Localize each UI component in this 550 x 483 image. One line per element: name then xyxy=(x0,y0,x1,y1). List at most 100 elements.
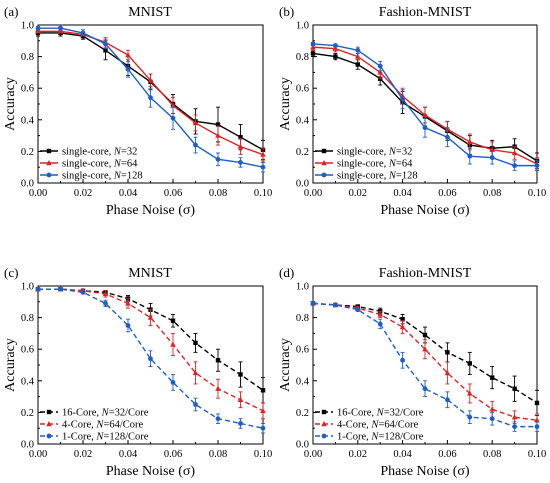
data-point xyxy=(332,45,339,51)
data-point xyxy=(333,54,338,59)
series-line xyxy=(38,288,264,412)
data-point xyxy=(103,300,108,306)
legend-marker xyxy=(46,160,52,166)
data-point xyxy=(445,134,450,140)
y-tick-label: 0.8 xyxy=(296,313,309,324)
data-point xyxy=(103,48,108,53)
y-tick-label: 0.6 xyxy=(21,84,34,95)
y-tick-label: 1.0 xyxy=(296,21,309,32)
data-point xyxy=(193,142,198,148)
data-point xyxy=(377,311,383,317)
data-point xyxy=(193,340,198,346)
y-tick-label: 0.6 xyxy=(296,84,309,95)
series-3 xyxy=(35,286,266,434)
y-tick-label: 0.0 xyxy=(296,440,309,451)
data-point xyxy=(511,414,518,420)
data-point xyxy=(192,369,199,376)
x-tick-label: 0.08 xyxy=(209,188,227,199)
legend-entry: single-core, N=128 xyxy=(337,171,418,182)
y-tick-label: 0.4 xyxy=(296,376,310,387)
data-point xyxy=(238,134,243,140)
legend-entry: single-core, N=32 xyxy=(337,147,412,158)
data-point xyxy=(170,379,176,385)
data-point xyxy=(215,358,221,363)
legend-marker xyxy=(321,148,327,154)
legend-marker xyxy=(46,433,52,439)
legend-entry: 1-Core, N=128/Core xyxy=(337,432,424,443)
chart-panel-1: (a) MNIST 0.00 0.02 0.04 0.06 0.08 0.10 0.0 0.2 0.… xyxy=(3,4,272,218)
y-tick-label: 0.4 xyxy=(21,115,35,126)
data-point xyxy=(355,47,361,53)
x-axis-label: Phase Noise (σ) xyxy=(380,203,470,218)
data-point xyxy=(103,41,108,47)
data-point xyxy=(422,125,428,131)
data-point xyxy=(489,155,495,161)
data-point xyxy=(422,112,428,118)
data-point xyxy=(237,396,244,402)
data-point xyxy=(445,350,450,355)
chart-title: Fashion-MNIST xyxy=(379,5,472,20)
data-point xyxy=(215,122,221,127)
x-tick-label: 0.08 xyxy=(209,449,227,460)
panel-label: (d) xyxy=(279,265,294,280)
data-point xyxy=(534,400,540,406)
data-point xyxy=(467,153,473,159)
data-point xyxy=(355,307,361,313)
data-point xyxy=(377,69,383,75)
data-point xyxy=(511,149,518,156)
data-point xyxy=(170,318,176,323)
data-point xyxy=(377,63,383,69)
data-point xyxy=(80,289,86,295)
data-point xyxy=(147,77,154,83)
x-tick-label: 0.02 xyxy=(74,188,92,199)
x-tick-label: 0.06 xyxy=(164,449,182,460)
legend-entry: 4-Core, N=64/Core xyxy=(337,420,419,431)
data-point xyxy=(333,302,338,308)
data-point xyxy=(170,341,176,347)
y-tick-label: 0.2 xyxy=(296,147,309,158)
x-tick-label: 0.04 xyxy=(393,188,412,199)
data-point xyxy=(445,397,450,403)
data-point xyxy=(35,286,41,292)
data-point xyxy=(57,28,64,34)
x-tick-label: 0.06 xyxy=(438,188,456,199)
x-tick-label: 0.10 xyxy=(528,188,546,199)
data-point xyxy=(193,402,198,407)
x-axis-label: Phase Noise (σ) xyxy=(106,464,196,479)
y-axis-label: Accuracy xyxy=(278,77,293,131)
data-point xyxy=(35,25,41,31)
data-point xyxy=(170,115,176,121)
chart-title: MNIST xyxy=(128,266,172,281)
data-point xyxy=(148,356,153,362)
data-point xyxy=(260,164,266,170)
y-tick-label: 0.8 xyxy=(21,52,34,63)
data-point xyxy=(125,52,131,58)
legend-entry: 4-Core, N=64/Core xyxy=(62,420,144,431)
legend-entry: 1-Core, N=128/Core xyxy=(62,432,149,443)
legend-entry: single-core, N=128 xyxy=(62,171,143,182)
y-tick-label: 0.4 xyxy=(21,376,35,387)
data-point xyxy=(534,424,540,430)
y-tick-label: 0.0 xyxy=(21,440,34,451)
data-point xyxy=(355,62,360,67)
data-point xyxy=(310,300,316,306)
legend-entry: 16-Core, N=32/Core xyxy=(337,408,424,419)
data-point xyxy=(489,416,495,422)
x-axis-label: Phase Noise (σ) xyxy=(106,203,196,218)
data-point xyxy=(422,346,428,352)
legend-marker xyxy=(321,160,327,166)
legend-marker xyxy=(46,409,52,415)
data-point xyxy=(512,424,517,430)
x-tick-label: 0.00 xyxy=(29,188,47,199)
y-tick-label: 0.0 xyxy=(21,179,34,190)
x-tick-label: 0.08 xyxy=(483,449,501,460)
data-point xyxy=(355,53,361,59)
data-point xyxy=(489,146,495,153)
chart-panel-4: (d) Fashion-MNIST 0.00 0.02 0.04 0.06 0.08 0.10… xyxy=(278,265,546,479)
x-tick-label: 0.00 xyxy=(29,449,47,460)
data-point xyxy=(192,119,199,126)
y-axis-label: Accuracy xyxy=(3,77,18,131)
data-point xyxy=(534,417,540,423)
